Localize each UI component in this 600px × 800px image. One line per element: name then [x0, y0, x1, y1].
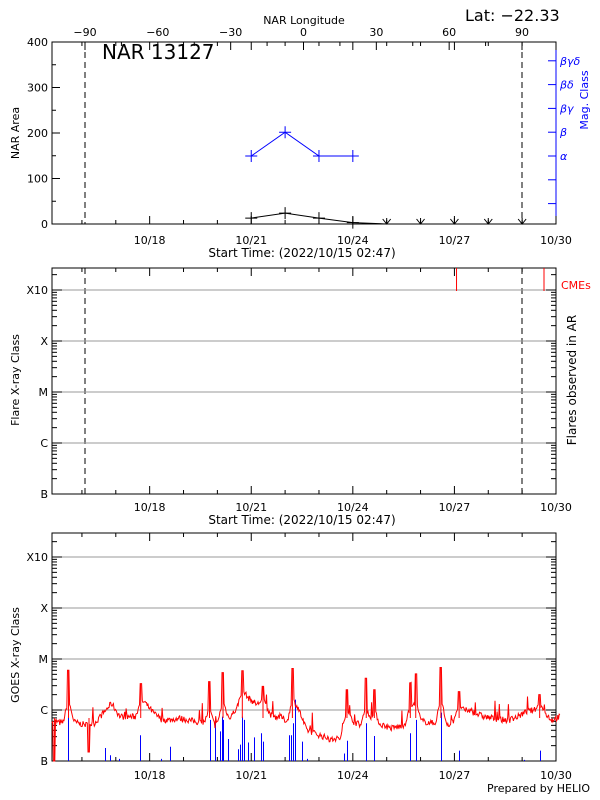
footer-credit: Prepared by HELIO	[487, 782, 590, 795]
area-point-behind-limb	[382, 218, 392, 225]
x-tick-label: 10/27	[439, 234, 471, 247]
mag-class-point	[245, 150, 258, 162]
y-tick-label: 0	[41, 218, 48, 231]
y-tick-label: C	[40, 437, 48, 450]
x-tick-label: 10/18	[134, 234, 166, 247]
y-tick-label: X	[40, 335, 48, 348]
mag-class-ylabel: Mag. Class	[578, 70, 591, 129]
panel-frame	[51, 267, 557, 495]
goes-flux-line	[51, 667, 561, 762]
top-x-tick-label: 60	[442, 26, 456, 39]
mag-class-line	[250, 131, 353, 157]
x-tick-label: 10/24	[337, 769, 369, 782]
x-tick-label: 10/21	[235, 501, 267, 514]
top-x-tick-label: −90	[73, 26, 96, 39]
x-tick-label: 10/21	[235, 234, 267, 247]
x-tick-label: 10/27	[439, 501, 471, 514]
y-tick-label: 300	[27, 82, 48, 95]
area-point-behind-limb	[416, 218, 425, 225]
area-point	[312, 212, 325, 225]
x-tick-label: 10/30	[540, 769, 572, 782]
top-x-tick-label: 30	[369, 26, 383, 39]
area-point-behind-limb	[517, 218, 527, 225]
x-axis-title-1: Start Time: (2022/10/15 02:47)	[208, 246, 395, 260]
y-tick-label: 200	[27, 127, 48, 140]
y-tick-label: X10	[26, 284, 48, 297]
y-tick-label: X10	[26, 551, 48, 564]
panel-frame	[51, 532, 557, 762]
mag-class-tick-label: βγδ	[559, 55, 581, 68]
y-tick-label: M	[39, 653, 49, 666]
ar-flares-panel	[51, 267, 557, 495]
y-tick-label: X	[40, 602, 48, 615]
top-x-tick-label: −60	[146, 26, 169, 39]
x-tick-label: 10/18	[134, 769, 166, 782]
y-tick-label: B	[40, 755, 48, 768]
y-tick-label: M	[39, 386, 49, 399]
x-tick-label: 10/24	[337, 234, 369, 247]
nar-area-ylabel: NAR Area	[9, 107, 22, 159]
cme-label: CMEs	[561, 279, 591, 292]
x-tick-label: 10/24	[337, 501, 369, 514]
mag-class-tick-label: βδ	[559, 79, 574, 92]
y-tick-label: 400	[27, 36, 48, 49]
goes-panel	[51, 532, 557, 762]
x-tick-label: 10/27	[439, 769, 471, 782]
area-point	[346, 216, 359, 229]
top-x-tick-label: 0	[300, 26, 307, 39]
latitude-label: Lat: −22.33	[465, 6, 560, 25]
goes-class-ylabel: GOES X-ray Class	[9, 607, 22, 703]
mag-class-point	[312, 150, 325, 162]
flares-observed-ylabel: Flares observed in AR	[565, 315, 579, 445]
mag-class-point	[279, 126, 292, 139]
x-tick-label: 10/30	[540, 234, 572, 247]
mag-class-tick-label: α	[560, 150, 568, 163]
area-point-behind-limb	[483, 218, 493, 225]
x-tick-label: 10/21	[235, 769, 267, 782]
panel-frame	[51, 41, 557, 225]
mag-class-tick-label: β	[559, 126, 567, 139]
area-point	[279, 207, 292, 220]
y-tick-label: B	[40, 488, 48, 501]
top-x-tick-label: −30	[219, 26, 242, 39]
area-point-behind-limb	[450, 218, 459, 225]
mag-class-point	[346, 150, 359, 162]
top-axis-title: NAR Longitude	[263, 14, 345, 27]
y-tick-label: C	[40, 704, 48, 717]
y-tick-label: 100	[27, 173, 48, 186]
x-tick-label: 10/18	[134, 501, 166, 514]
area-point	[245, 212, 258, 225]
x-axis-title-2: Start Time: (2022/10/15 02:47)	[208, 513, 395, 527]
x-tick-label: 10/30	[540, 501, 572, 514]
flare-class-ylabel: Flare X-ray Class	[9, 334, 22, 426]
top-x-tick-label: 90	[515, 26, 529, 39]
mag-class-tick-label: βγ	[559, 102, 574, 115]
nar-area-panel	[51, 41, 557, 225]
